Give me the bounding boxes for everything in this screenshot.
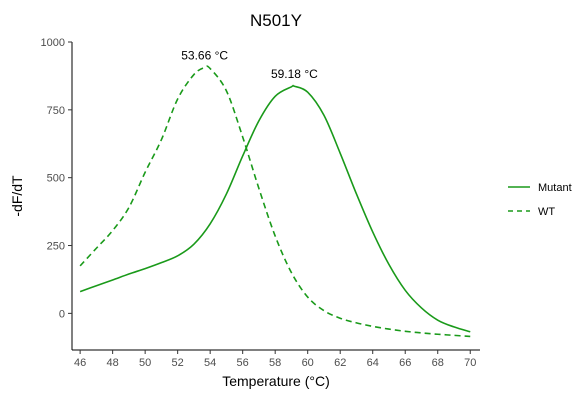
x-tick-label: 50 [139,357,151,369]
chart-title: N501Y [250,11,302,30]
x-tick-label: 52 [172,357,184,369]
peak-label: 53.66 °C [181,49,228,63]
legend-label-wt: WT [538,206,555,218]
y-tick-label: 750 [47,105,65,117]
y-tick-label: 0 [59,308,65,320]
x-tick-label: 58 [269,357,281,369]
x-axis-ticks: 46 48 50 52 54 56 58 60 62 64 66 68 70 [74,350,476,369]
x-tick-label: 46 [74,357,86,369]
x-tick-label: 54 [204,357,216,369]
x-tick-label: 62 [334,357,346,369]
y-axis-ticks: 0 250 500 750 1000 [41,37,72,320]
peak-label: 59.18 °C [271,67,318,81]
x-axis-title: Temperature (°C) [222,373,330,389]
plot-area [79,65,471,338]
x-tick-label: 70 [464,357,476,369]
x-tick-label: 48 [107,357,119,369]
x-tick-label: 56 [237,357,249,369]
series-line-mutant [79,84,471,333]
y-tick-label: 500 [47,173,65,185]
x-tick-label: 64 [367,357,379,369]
series-line-wt [79,65,471,338]
legend: Mutant WT [508,182,572,218]
x-tick-label: 68 [432,357,444,369]
y-axis-title: -dF/dT [9,175,25,217]
y-tick-label: 250 [47,241,65,253]
x-tick-label: 60 [302,357,314,369]
x-tick-label: 66 [399,357,411,369]
y-tick-label: 1000 [41,37,65,49]
legend-label-mutant: Mutant [538,182,572,194]
peak-annotations: 53.66 °C 59.18 °C [181,49,318,82]
